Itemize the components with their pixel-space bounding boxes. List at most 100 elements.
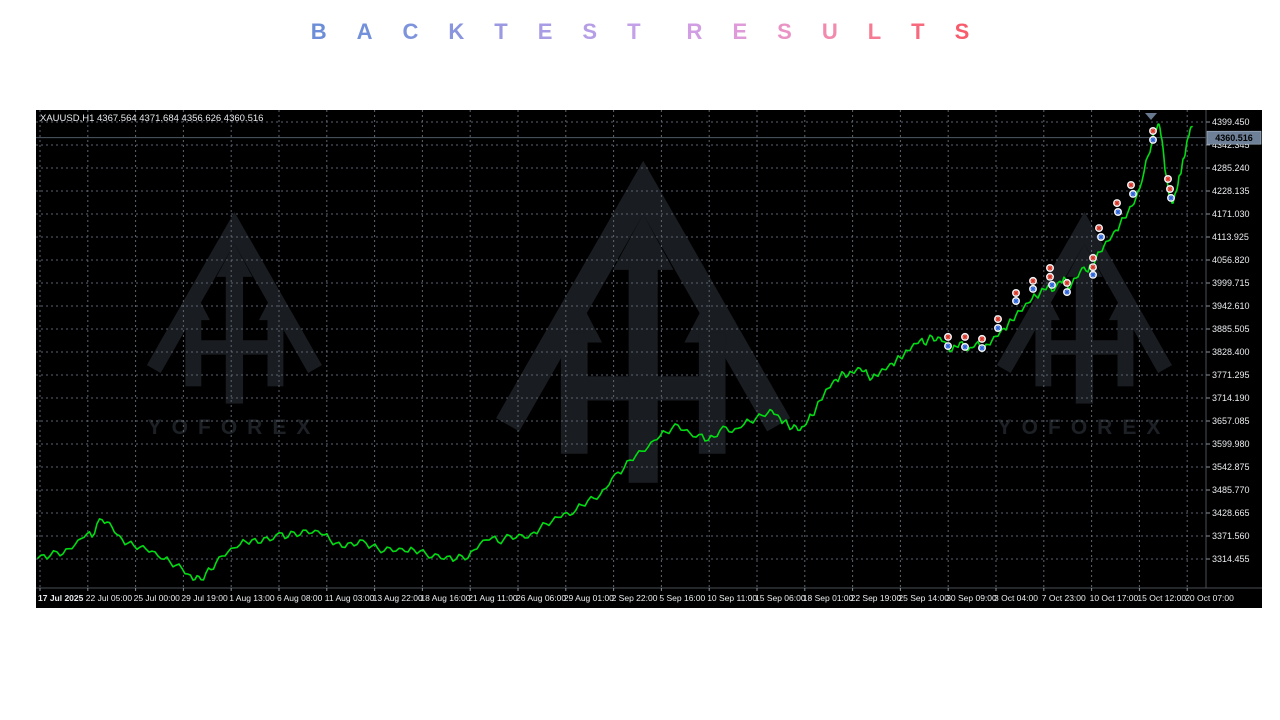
title-letter: A <box>356 19 373 44</box>
trade-marker-blue <box>1149 135 1157 144</box>
price-axis-label: 4285.240 <box>1212 163 1250 173</box>
watermark-text: YOFOREX <box>148 416 321 439</box>
time-axis-label: 17 Jul 2025 <box>38 593 84 603</box>
title-letter: T <box>627 19 641 44</box>
title-letter: C <box>402 19 419 44</box>
trade-marker-red <box>1166 185 1174 193</box>
time-axis-label: 22 Sep 19:00 <box>851 593 902 603</box>
trade-marker-red <box>1113 199 1121 208</box>
grid-layer <box>36 110 1206 588</box>
trade-marker-red <box>1149 127 1157 135</box>
trade-marker-blue <box>978 344 986 353</box>
trade-marker-blue <box>1129 189 1137 198</box>
trade-marker-red <box>994 315 1002 324</box>
trade-marker-red <box>1063 278 1071 287</box>
price-axis-label: 3942.610 <box>1212 301 1250 311</box>
time-axis-label: 2 Sep 22:00 <box>612 593 658 603</box>
price-chart: YOFOREX YOFOREX 4399.450 4342.345 4285.240… <box>36 110 1262 608</box>
time-axis-label: 3 Oct 04:00 <box>994 593 1038 603</box>
chevron-down-icon <box>1145 113 1157 120</box>
trade-marker-blue <box>1167 193 1175 202</box>
time-axis-label: 26 Aug 06:00 <box>516 593 566 603</box>
price-axis-label: 3428.665 <box>1212 508 1250 518</box>
trade-marker-red <box>1164 175 1172 183</box>
chart-window: YOFOREX YOFOREX 4399.450 4342.345 4285.240… <box>36 110 1262 608</box>
price-series-line <box>37 123 1193 581</box>
time-axis-label: 15 Oct 12:00 <box>1137 593 1186 603</box>
title-letter: T <box>494 19 508 44</box>
title-letter: E <box>732 19 748 44</box>
time-axis-label: 6 Aug 08:00 <box>277 593 323 603</box>
time-axis-label: 25 Sep 14:00 <box>898 593 949 603</box>
trade-marker-blue <box>1029 284 1037 293</box>
time-axis-label: 29 Aug 01:00 <box>564 593 614 603</box>
price-axis-label: 4399.450 <box>1212 117 1250 127</box>
trade-marker-blue <box>994 324 1002 332</box>
trade-marker-blue <box>1114 208 1122 216</box>
time-axis-label: 22 Jul 05:00 <box>86 593 133 603</box>
price-axis-label: 3999.715 <box>1212 278 1250 288</box>
trade-marker-red <box>1095 224 1103 233</box>
title-letter: B <box>310 19 327 44</box>
price-axis-label: 4113.925 <box>1212 232 1249 242</box>
trade-marker-red <box>944 332 952 341</box>
trade-marker-red <box>1012 289 1020 297</box>
price-axis-label: 3885.505 <box>1212 324 1250 334</box>
price-series <box>37 123 1193 581</box>
title-letter: T <box>911 19 925 44</box>
time-axis[interactable]: 17 Jul 2025 22 Jul 05:00 25 Jul 00:00 29 Ju… <box>38 588 1234 603</box>
time-axis-label: 25 Jul 00:00 <box>134 593 181 603</box>
time-axis-label: 10 Oct 17:00 <box>1090 593 1139 603</box>
price-axis-label: 4228.135 <box>1212 186 1250 196</box>
time-axis-label: 10 Sep 11:00 <box>707 593 757 603</box>
title-letter: S <box>777 19 792 44</box>
title-letter: E <box>537 19 553 44</box>
time-axis-label: 7 Oct 23:00 <box>1042 593 1086 603</box>
time-axis-label: 18 Aug 16:00 <box>420 593 470 603</box>
price-axis-label: 4056.820 <box>1212 255 1250 265</box>
price-axis-label: 3371.560 <box>1212 531 1250 541</box>
time-axis-label: 5 Sep 16:00 <box>659 593 705 603</box>
trade-marker-blue <box>1089 270 1097 279</box>
symbol-ohlc-header: XAUUSD,H1 4367.564 4371.684 4356.626 436… <box>40 113 263 124</box>
price-axis-label: 3771.295 <box>1212 370 1250 380</box>
price-axis-label: 3542.875 <box>1212 462 1250 472</box>
title-letter: L <box>867 19 882 44</box>
price-axis-label: 3314.455 <box>1212 554 1250 564</box>
trade-marker-blue <box>961 342 969 351</box>
trade-marker-blue <box>1048 280 1056 289</box>
price-axis-label: 3485.770 <box>1212 485 1250 495</box>
trade-marker-red <box>978 334 986 343</box>
chart-plot-area[interactable] <box>36 110 1206 588</box>
time-axis-label: 13 Aug 22:00 <box>373 593 423 603</box>
trade-marker-blue <box>944 342 952 351</box>
title-letter: R <box>686 19 703 44</box>
time-axis-label: 18 Sep 01:00 <box>803 593 854 603</box>
time-axis-label: 11 Aug 03:00 <box>325 593 375 603</box>
trade-marker-red <box>1089 253 1097 262</box>
price-axis-label: 4342.345 <box>1212 140 1250 150</box>
price-axis-label: 3714.190 <box>1212 393 1250 403</box>
trade-marker-red <box>1127 181 1135 189</box>
watermark-layer: YOFOREX YOFOREX <box>148 188 1171 483</box>
trade-marker-red <box>1029 276 1037 285</box>
time-axis-label: 1 Aug 13:00 <box>229 593 275 603</box>
price-axis[interactable]: 4399.450 4342.345 4285.240 4228.135 4171.030… <box>1206 117 1250 564</box>
price-axis-label: 3599.980 <box>1212 439 1250 449</box>
trade-marker-blue <box>1063 288 1071 297</box>
current-price-label: 4360.516 <box>1215 133 1253 143</box>
title-letter: S <box>954 19 970 44</box>
trade-marker-red <box>1089 263 1097 272</box>
trade-marker-red <box>961 332 969 341</box>
time-axis-label: 21 Aug 11:00 <box>468 593 518 603</box>
current-price-box: 4360.516 <box>1206 130 1262 145</box>
title-letter: K <box>448 19 465 44</box>
watermark-text: YOFOREX <box>998 416 1171 439</box>
time-axis-label: 30 Sep 09:00 <box>946 593 997 603</box>
price-axis-label: 3828.400 <box>1212 347 1250 357</box>
trade-marker-blue <box>1012 297 1020 305</box>
trade-marker-red <box>1046 264 1054 272</box>
